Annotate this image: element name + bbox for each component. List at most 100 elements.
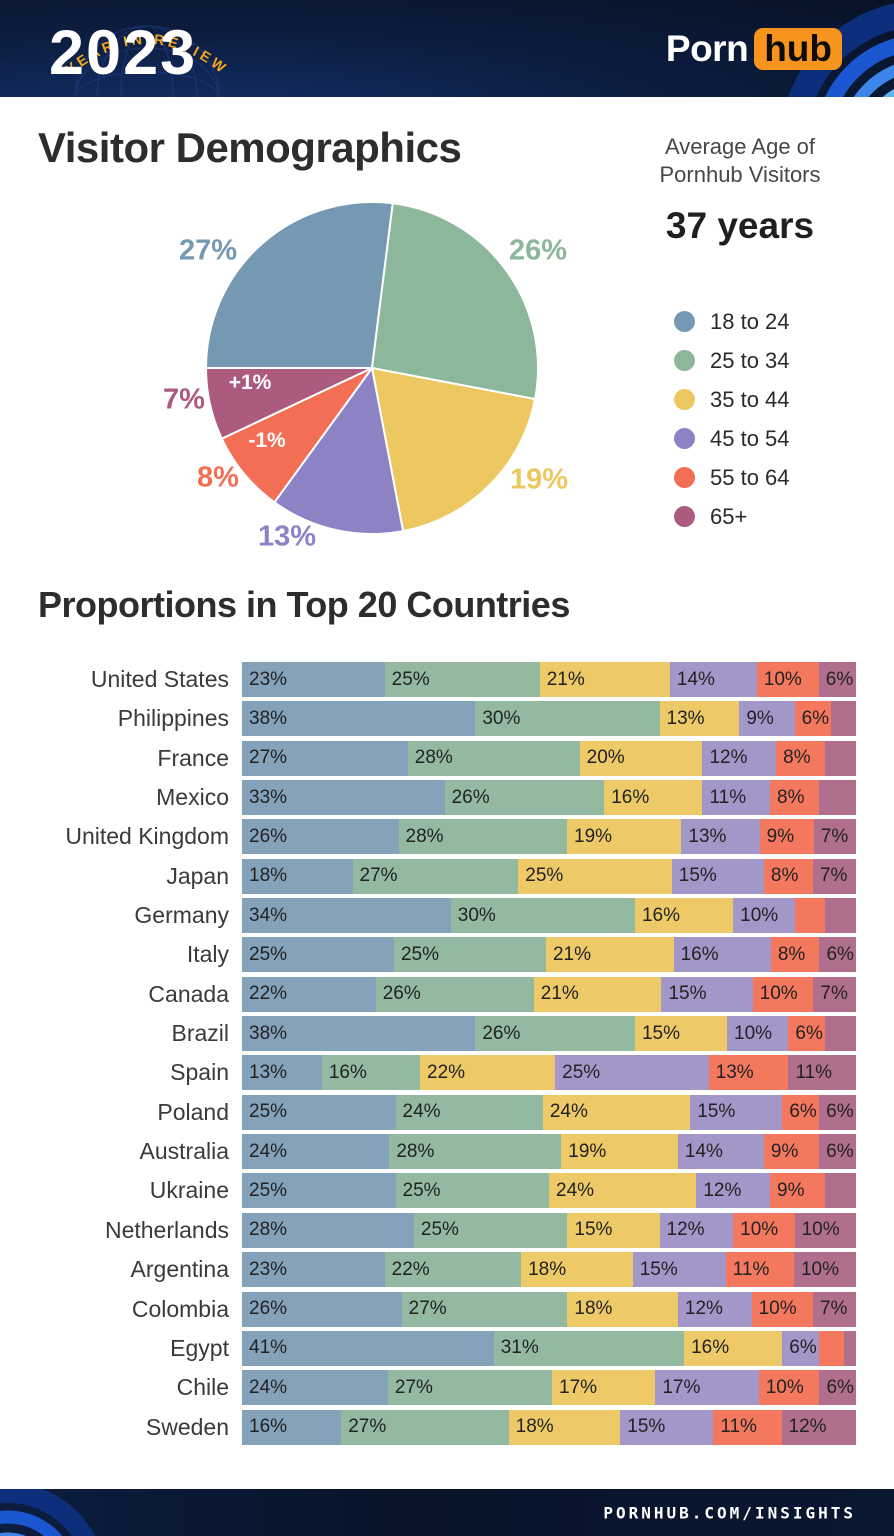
bar-segment-label: 8% xyxy=(770,865,799,887)
bar-row: Italy 25% 25% 21% 16% 8% 6% xyxy=(0,937,894,976)
bar-segment: 26% xyxy=(242,819,399,855)
pie-slice-25-to-34 xyxy=(371,202,540,401)
bar-segment-label: 26% xyxy=(451,786,490,808)
bar-segment: 6% xyxy=(819,1134,856,1170)
bar-segment: 12% xyxy=(677,1291,752,1327)
bar-segment-label: 10% xyxy=(734,1022,773,1044)
bar-segment-label: 18% xyxy=(249,865,288,887)
legend-swatch-icon xyxy=(674,428,695,449)
bar-segment-label: 28% xyxy=(249,1219,288,1241)
bar-segment: 15% xyxy=(634,1016,728,1052)
bar-segment: 27% xyxy=(352,858,519,894)
bar-segment: 15% xyxy=(632,1252,726,1288)
bar-segment: 10% xyxy=(756,662,819,697)
bar-segment: 16% xyxy=(684,1330,783,1366)
bar-segment: 18% xyxy=(508,1409,621,1445)
bar-segment: 10% xyxy=(758,1370,820,1406)
country-label: Netherlands xyxy=(104,1216,229,1243)
bar-segment: 10% xyxy=(733,1212,795,1248)
bar-row: Poland 25% 24% 24% 15% 6% 6% xyxy=(0,1094,894,1134)
country-label: Sweden xyxy=(145,1413,229,1440)
country-label: Brazil xyxy=(171,1020,229,1047)
bar-segment-label: 27% xyxy=(249,747,288,769)
stacked-bar: 28% 25% 15% 12% 10% 10% xyxy=(242,1212,856,1248)
pie-label-35-to-44: 19% xyxy=(509,463,569,496)
bar-segment: 22% xyxy=(420,1055,556,1091)
bar-segment-label: 6% xyxy=(826,1101,854,1123)
stacked-bar: 23% 22% 18% 15% 11% 10% xyxy=(242,1252,856,1288)
country-label: Colombia xyxy=(131,1295,229,1322)
bar-segment-label: 7% xyxy=(820,825,849,847)
bar-row: Philippines 38% 30% 13% 9% 6% xyxy=(0,701,894,740)
bar-segment: 30% xyxy=(475,701,660,737)
bar-row: Japan 18% 27% 25% 15% 8% 7% xyxy=(0,858,894,898)
bar-segment: 25% xyxy=(518,858,672,894)
bar-row: Mexico 33% 26% 16% 11% 8% xyxy=(0,780,894,819)
bar-segment-label: 24% xyxy=(556,1179,595,1201)
bar-segment-label: 7% xyxy=(820,983,848,1005)
bar-row: France 27% 28% 20% 12% 8% xyxy=(0,740,894,780)
bar-segment-label: 26% xyxy=(249,1298,288,1319)
bar-segment: 16% xyxy=(673,937,771,973)
stacked-bar: 26% 28% 19% 13% 9% 7% xyxy=(242,819,856,855)
country-label: Australia xyxy=(139,1138,229,1165)
bar-segment: 27% xyxy=(242,740,408,776)
bar-row: United States 23% 25% 21% 14% 10% 6% xyxy=(0,662,894,701)
bar-segment: 19% xyxy=(561,1134,678,1170)
bar-segment-label: 17% xyxy=(559,1376,598,1398)
bar-segment-label: 10% xyxy=(801,1219,840,1241)
bar-segment: 14% xyxy=(677,1134,764,1170)
bar-segment: 18% xyxy=(567,1291,678,1327)
pie-slice-35-to-44 xyxy=(371,367,537,533)
bar-segment: 21% xyxy=(539,662,670,697)
bar-segment-label: 25% xyxy=(420,1219,459,1241)
bar-segment-label: 15% xyxy=(697,1101,736,1123)
bar-segment-label: 7% xyxy=(819,865,848,887)
bar-segment-label: 10% xyxy=(800,1258,839,1280)
bar-segment-label: 6% xyxy=(826,943,854,965)
stacked-bar: 18% 27% 25% 15% 8% 7% xyxy=(242,858,856,894)
pie-label-45-to-54: 13% xyxy=(257,520,317,553)
bar-row: Netherlands 28% 25% 15% 12% 10% 10% xyxy=(0,1212,894,1252)
bar-segment: 31% xyxy=(493,1330,685,1366)
stacked-bar-chart: United States 23% 25% 21% 14% 10% 6% Philippine… xyxy=(0,662,894,1449)
bar-segment-label: 11% xyxy=(720,1416,757,1438)
bar-segment: 24% xyxy=(242,1370,388,1406)
bar-segment: 6% xyxy=(788,1016,826,1052)
bar-segment: 26% xyxy=(475,1016,635,1052)
bar-segment: 34% xyxy=(242,898,451,934)
bar-segment: 7% xyxy=(813,819,856,855)
stacked-bar: 38% 26% 15% 10% 6% xyxy=(242,1016,856,1052)
bar-segment-label: 15% xyxy=(678,865,717,887)
bar-chart-title: Proportions in Top 20 Countries xyxy=(38,584,570,625)
bar-segment: 10% xyxy=(727,1016,789,1052)
pie-label-25-to-34: 26% xyxy=(508,234,568,267)
bar-segment: 27% xyxy=(401,1291,568,1327)
bar-segment: 9% xyxy=(770,1173,826,1209)
bar-row: Brazil 38% 26% 15% 10% 6% xyxy=(0,1016,894,1055)
bar-segment-label: 19% xyxy=(568,1140,607,1162)
bar-segment-label: 7% xyxy=(819,1298,848,1319)
bar-segment: 6% xyxy=(819,937,856,973)
bar-segment: 26% xyxy=(242,1291,402,1327)
bar-segment-label: 22% xyxy=(249,983,288,1005)
bar-segment: 8% xyxy=(776,740,826,776)
legend-item: 65+ xyxy=(674,497,790,536)
stacked-bar: 22% 26% 21% 15% 10% 7% xyxy=(242,976,856,1012)
bar-segment-label: 16% xyxy=(691,1337,730,1359)
bar-segment-label: 31% xyxy=(500,1337,539,1359)
footer-url: PORNHUB.COM/INSIGHTS xyxy=(603,1503,856,1522)
page-title: Visitor Demographics xyxy=(38,124,462,171)
bar-segment: 16% xyxy=(242,1409,342,1445)
bar-segment-label: 26% xyxy=(249,825,288,847)
bar-segment-label: 24% xyxy=(249,1376,288,1398)
average-age-label-line1: Average Age of xyxy=(664,134,816,159)
bar-segment: 38% xyxy=(242,701,476,737)
bar-segment: 27% xyxy=(341,1409,509,1445)
bar-segment: 22% xyxy=(384,1252,522,1288)
bar-segment-label: 16% xyxy=(680,943,719,965)
bar-segment: 25% xyxy=(242,1094,396,1130)
bar-segment-label: 18% xyxy=(574,1298,613,1319)
bar-segment: 15% xyxy=(567,1212,660,1248)
bar-segment: 10% xyxy=(751,1291,813,1327)
